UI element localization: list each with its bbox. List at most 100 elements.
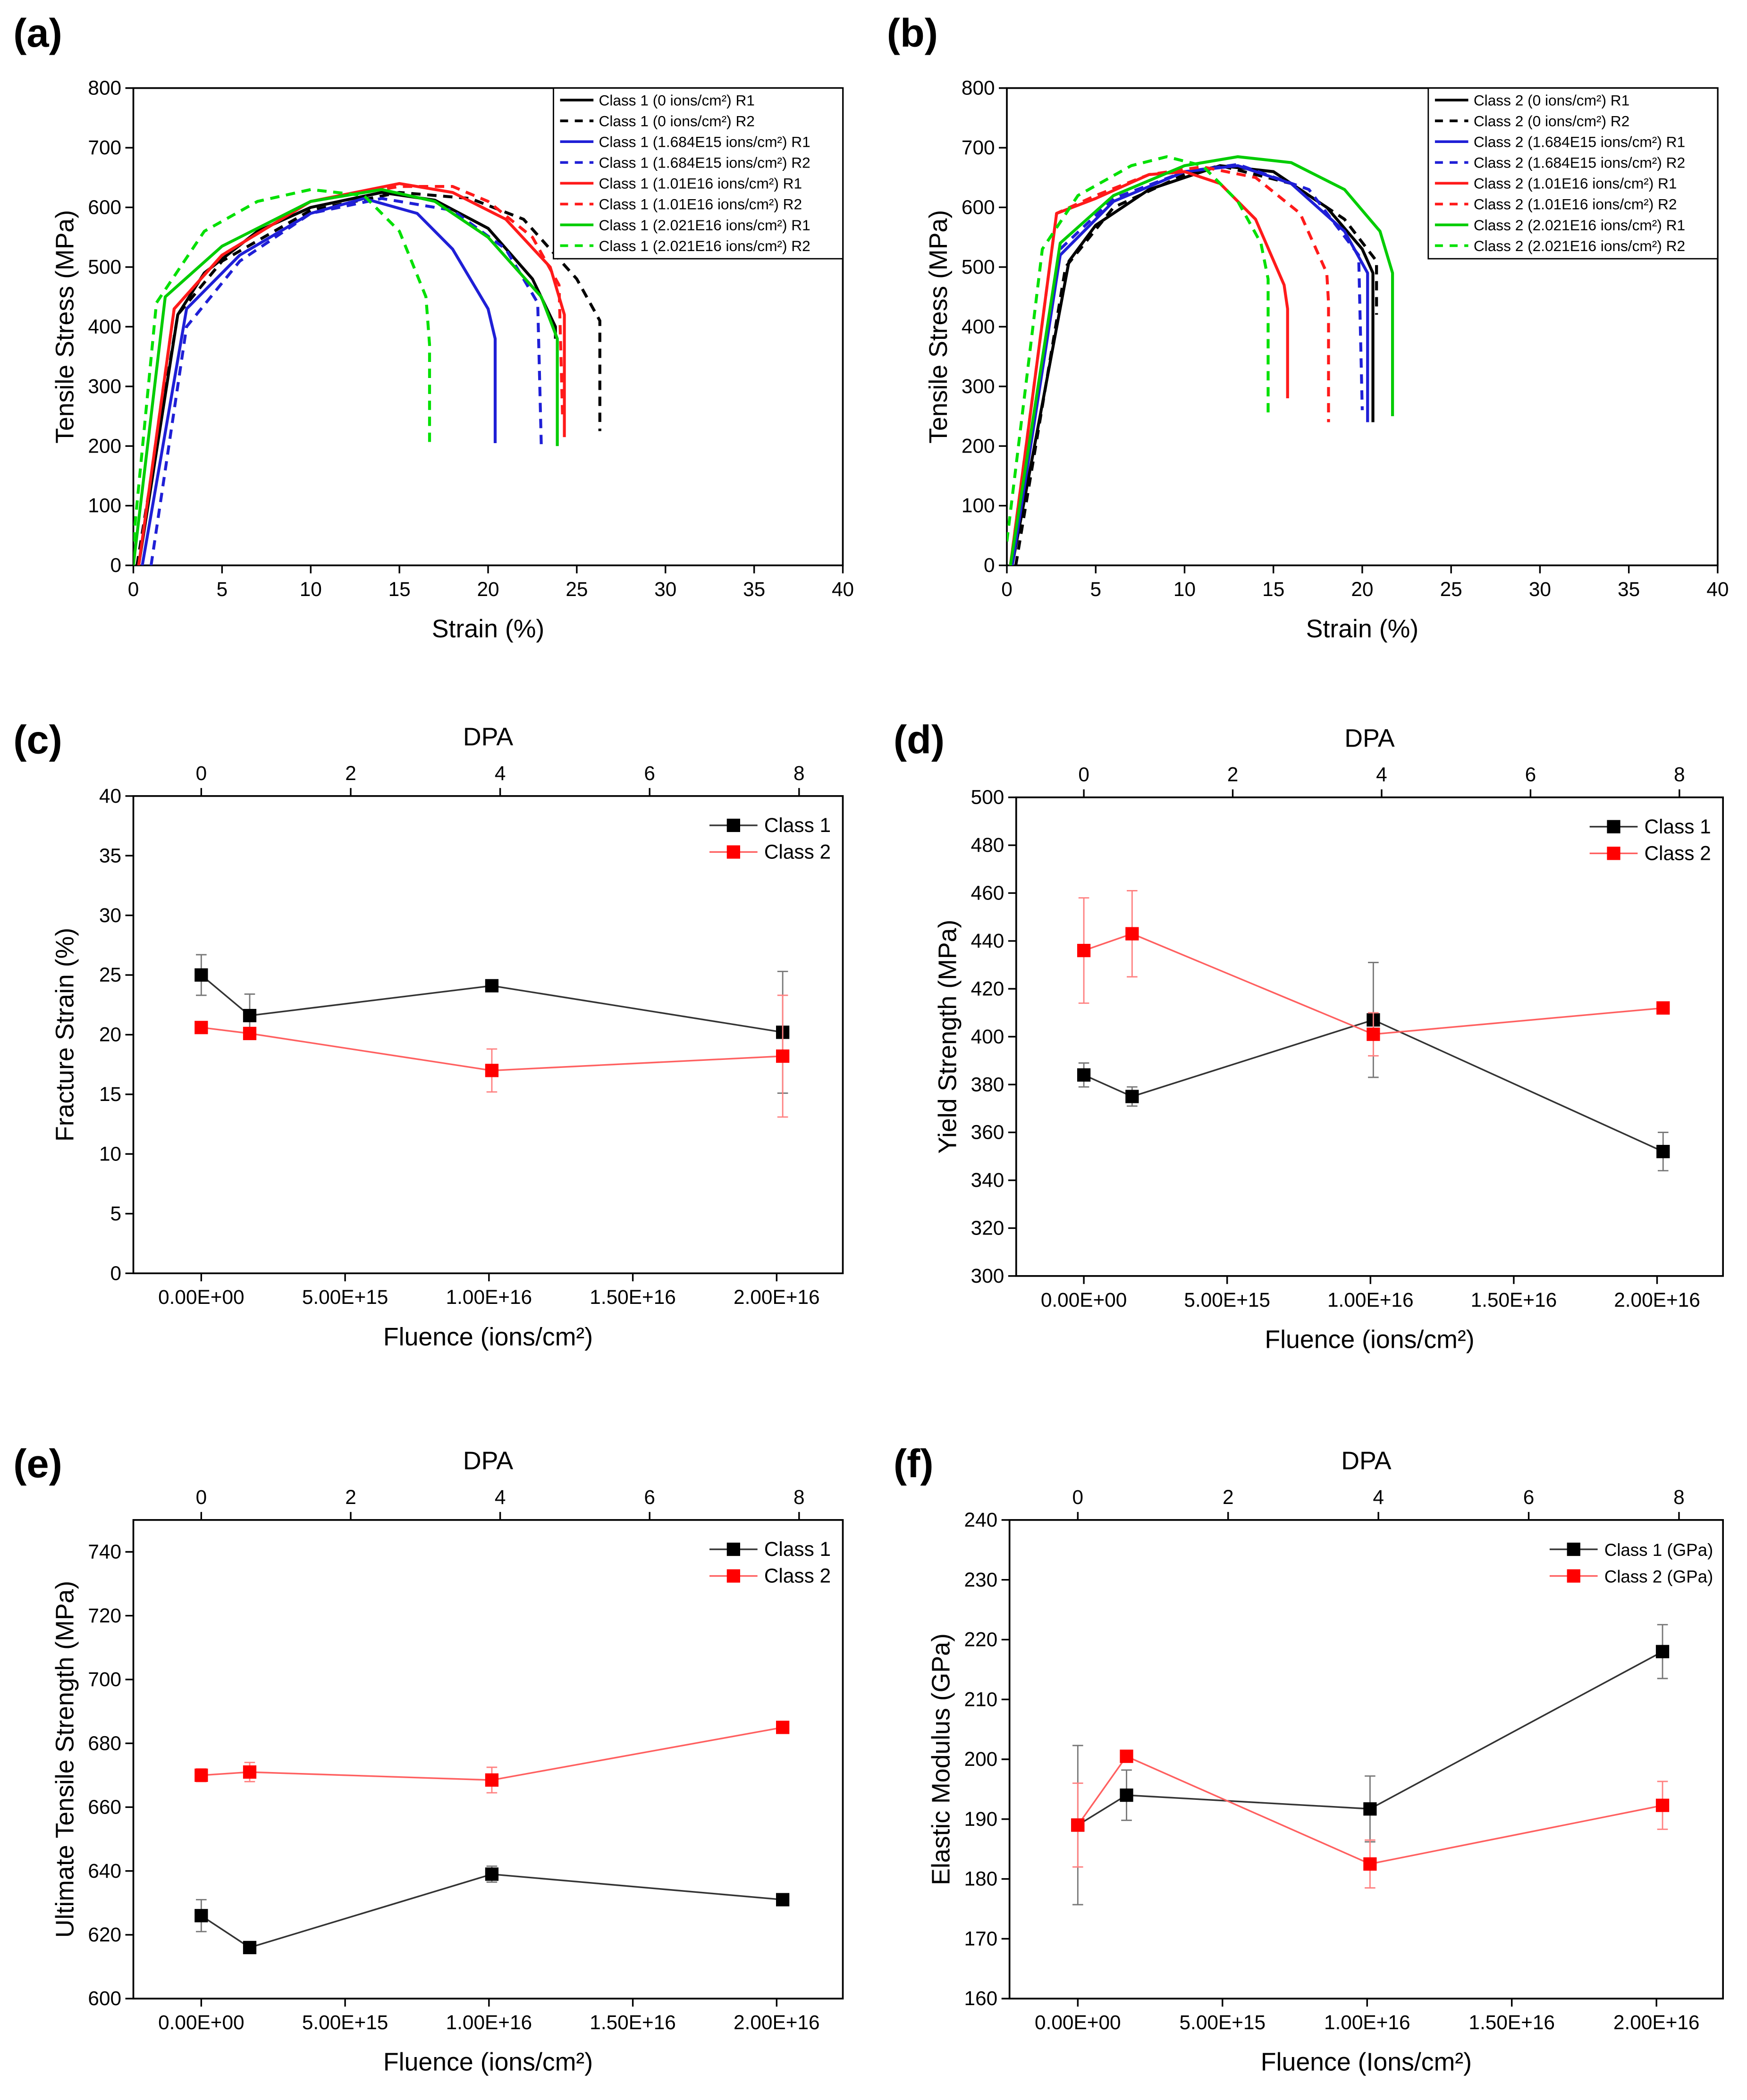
legend-label: Class 1 (2.021E16 ions/cm²) R2	[599, 237, 810, 254]
x-tick-label: 5.00E+15	[302, 1286, 388, 1308]
panel-f: (f) 0.00E+00 5.00E+15 1.00E+16 1.50E+16 2.00E…	[894, 1441, 1724, 2076]
top-tick-label: 6	[1523, 1486, 1535, 1508]
y-tick-label: 380	[971, 1073, 1004, 1095]
y-tick-label: 100	[962, 495, 995, 517]
top-axis-label: DPA	[1341, 1447, 1392, 1475]
y-tick-label: 200	[964, 1748, 998, 1770]
data-point	[1656, 1145, 1670, 1159]
panel-b: (b)0 5 10 15 20 25 30 35 40010020030040050060070…	[887, 10, 1729, 643]
top-tick-label: 8	[1673, 1486, 1685, 1508]
data-point	[194, 1021, 208, 1034]
x-tick-label: 5.00E+15	[302, 2011, 388, 2033]
data-point	[776, 1721, 790, 1734]
top-tick-label: 4	[1373, 1486, 1384, 1508]
y-tick-label: 800	[962, 77, 995, 99]
y-tick-label: 500	[962, 256, 995, 278]
series-line-1	[1083, 932, 1663, 1035]
y-tick-label: 300	[962, 375, 995, 397]
series-line-1	[135, 191, 601, 566]
x-tick-label: 5.00E+15	[1180, 2011, 1266, 2033]
data-point	[485, 1867, 499, 1881]
y-tick-label: 170	[964, 1927, 998, 1949]
data-point	[485, 979, 499, 992]
legend-marker	[1567, 1569, 1580, 1583]
x-tick-label: 35	[1618, 578, 1640, 600]
panel-e: (e) 0.00E+00 5.00E+15 1.00E+16 1.50E+16 2.00E…	[13, 1441, 844, 2076]
data-point	[1363, 1802, 1377, 1816]
data-point	[1367, 1027, 1380, 1041]
series-line-6	[1009, 155, 1394, 566]
data-point	[1656, 1001, 1670, 1015]
series-line-5	[137, 185, 565, 566]
x-tick-label: 15	[1262, 578, 1284, 600]
series-line-0	[137, 191, 557, 566]
series-line-0	[201, 974, 783, 1033]
legend-box	[553, 87, 844, 260]
y-tick-label: 480	[971, 834, 1004, 856]
y-tick-label: 15	[99, 1083, 121, 1105]
legend-label: Class 1	[764, 814, 831, 836]
x-tick-label: 40	[832, 578, 854, 600]
series-line-1	[1077, 1755, 1663, 1865]
x-tick-label: 0	[128, 578, 139, 600]
top-tick-label: 4	[495, 762, 506, 784]
y-tick-label: 720	[88, 1604, 121, 1627]
x-tick-label: 20	[1351, 578, 1373, 600]
y-axis-label: Yield Strength (MPa)	[934, 920, 962, 1154]
top-tick-label: 0	[1072, 1486, 1084, 1508]
y-tick-label: 210	[964, 1688, 998, 1710]
panel-label: (f)	[894, 1441, 934, 1486]
y-tick-label: 240	[964, 1509, 998, 1531]
legend-label: Class 1 (2.021E16 ions/cm²) R1	[599, 217, 810, 234]
y-tick-label: 700	[962, 136, 995, 159]
legend-marker	[1567, 1542, 1580, 1556]
panel-label: (a)	[13, 10, 62, 55]
x-tick-label: 30	[1529, 578, 1551, 600]
x-tick-label: 40	[1706, 578, 1729, 600]
y-tick-label: 500	[88, 256, 121, 278]
panel-label: (b)	[887, 10, 938, 55]
series-line-1	[201, 1026, 783, 1072]
series-line-7	[1007, 155, 1270, 542]
x-tick-label: 1.50E+16	[1471, 1289, 1557, 1311]
series-line-0	[1077, 1651, 1663, 1826]
series-line-0	[1083, 1019, 1663, 1152]
y-tick-label: 640	[88, 1860, 121, 1882]
x-tick-label: 0.00E+00	[158, 2011, 245, 2033]
data-point	[1077, 944, 1091, 958]
x-tick-label: 1.00E+16	[446, 1286, 532, 1308]
y-tick-label: 600	[88, 196, 121, 218]
series-line-4	[1009, 170, 1289, 566]
top-tick-label: 2	[1227, 764, 1239, 786]
y-tick-label: 400	[88, 315, 121, 337]
legend-label: Class 2	[1644, 842, 1711, 864]
legend-label: Class 2 (1.01E16 ions/cm²) R1	[1474, 175, 1677, 192]
y-tick-label: 700	[88, 136, 121, 159]
y-tick-label: 0	[110, 1262, 122, 1284]
legend-box	[1427, 87, 1719, 260]
top-tick-label: 4	[495, 1486, 506, 1508]
legend-label: Class 2 (1.01E16 ions/cm²) R2	[1474, 196, 1677, 213]
data-point	[194, 968, 208, 982]
x-tick-label: 20	[477, 578, 499, 600]
y-tick-label: 360	[971, 1121, 1004, 1143]
y-tick-label: 420	[971, 977, 1004, 1000]
y-tick-label: 20	[99, 1024, 121, 1046]
x-tick-label: 1.00E+16	[1327, 1289, 1414, 1311]
y-tick-label: 35	[99, 844, 121, 866]
legend-label: Class 1 (1.01E16 ions/cm²) R2	[599, 196, 802, 213]
x-tick-label: 2.00E+16	[1613, 2011, 1700, 2033]
panel-label: (c)	[13, 717, 62, 762]
plot-frame	[1008, 1519, 1724, 1999]
y-tick-label: 160	[964, 1987, 998, 2009]
top-axis-label: DPA	[463, 1447, 514, 1475]
x-tick-label: 10	[300, 578, 322, 600]
legend-label: Class 1	[1644, 815, 1711, 838]
top-tick-label: 2	[345, 1486, 356, 1508]
y-tick-label: 0	[110, 554, 122, 576]
y-tick-label: 300	[971, 1265, 1004, 1287]
y-tick-label: 200	[962, 435, 995, 457]
top-tick-label: 6	[1525, 764, 1536, 786]
data-point	[776, 1049, 790, 1063]
data-point	[194, 1909, 208, 1923]
